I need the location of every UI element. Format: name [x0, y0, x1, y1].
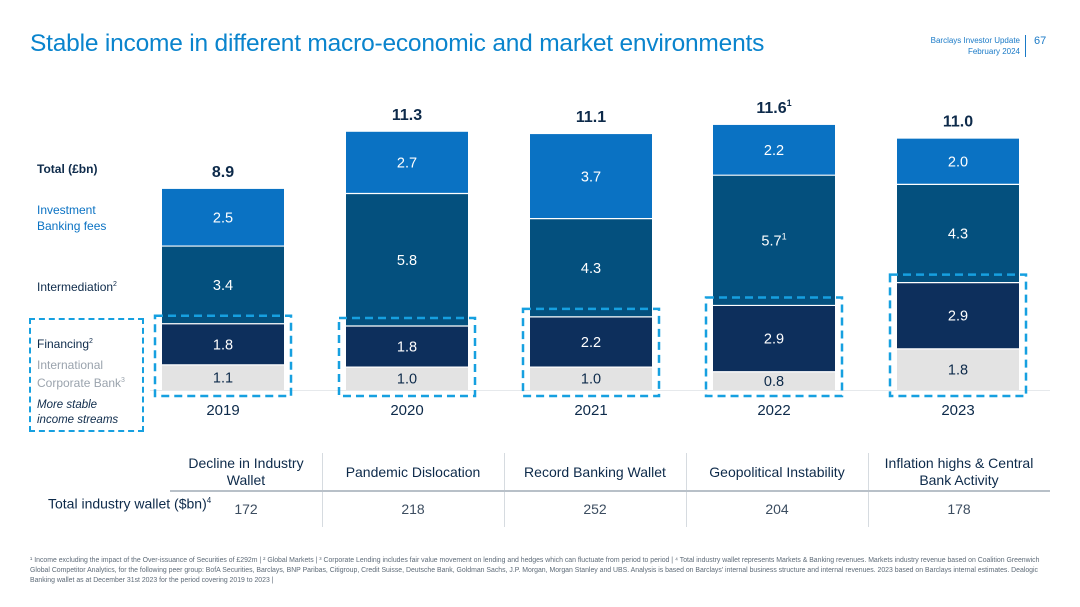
stable-income-legend-box [29, 318, 144, 432]
stable-income-highlight [704, 296, 844, 398]
table-cell: 172 [234, 501, 258, 517]
total-label: 11.1 [576, 109, 606, 126]
bar-segment [530, 134, 652, 219]
table-header: Record Banking Wallet [524, 463, 666, 480]
bar-segment [713, 371, 835, 390]
data-label: 2.2 [581, 335, 601, 351]
table-header: Inflation highs & Central Bank Activity [884, 455, 1034, 488]
tick-label: 2021 [574, 402, 607, 419]
legend-icb: International Corporate Bank3 [37, 357, 137, 391]
data-label: 1.8 [948, 362, 968, 378]
report-info: Barclays Investor Update February 2024 [931, 35, 1020, 57]
data-label: 1.8 [213, 337, 233, 353]
data-label: 1.0 [397, 372, 417, 388]
bar-segment [162, 188, 284, 247]
data-label: 3.4 [213, 278, 233, 294]
data-label: 3.7 [581, 169, 601, 185]
total-label: 11.61 [756, 98, 791, 117]
table-cell: 252 [583, 501, 607, 517]
bar-segment [897, 184, 1019, 283]
legend-investment-banking: Investment Banking fees [37, 203, 107, 233]
legend-intermediation-note: 2 [113, 281, 117, 288]
legend-total: Total (£bn) [37, 162, 98, 176]
table-cell: 218 [401, 501, 425, 517]
table-row-label: Total industry wallet ($bn)4 [48, 492, 211, 513]
tick-label: 2019 [206, 402, 239, 419]
table-cell: 204 [765, 501, 789, 517]
stable-income-highlight [521, 307, 661, 398]
legend-financing: Financing2 [37, 334, 93, 352]
report-date: February 2024 [967, 47, 1020, 56]
header-divider [1025, 35, 1026, 57]
total-label: 11.3 [392, 107, 422, 124]
bar-segment [897, 348, 1019, 390]
data-label: 2.9 [948, 309, 968, 325]
legend-financing-text: Financing [37, 337, 90, 351]
page-number: 67 [1034, 35, 1047, 47]
data-label: 2.0 [948, 155, 968, 171]
stable-income-highlight [153, 314, 293, 398]
legend-financing-note: 2 [89, 338, 93, 345]
table-row-label-note: 4 [206, 496, 212, 505]
legend-icb-text: International Corporate Bank [37, 358, 122, 390]
bar-segment [346, 131, 468, 194]
bar-segment [713, 305, 835, 372]
tick-label: 2020 [390, 402, 423, 419]
table-header: Pandemic Dislocation [345, 463, 481, 480]
bar-segment [162, 323, 284, 365]
data-label: 0.8 [764, 374, 784, 390]
data-label: 4.3 [581, 261, 601, 277]
legend-intermediation-text: Intermediation [37, 280, 114, 294]
tick-label: 2023 [941, 402, 974, 419]
page-title: Stable income in different macro-economi… [30, 30, 765, 57]
data-label-note: 1 [782, 231, 787, 241]
legend-stable-income: More stable income streams [37, 399, 119, 426]
stable-income-highlight [888, 273, 1028, 398]
data-label: 2.9 [764, 332, 784, 348]
footnotes: ¹ Income excluding the impact of the Ove… [30, 557, 1040, 584]
tick-label: 2022 [757, 402, 790, 419]
bar-segment [346, 326, 468, 368]
bar-segment [713, 124, 835, 176]
data-label: 2.7 [397, 156, 417, 172]
total-label-note: 1 [787, 98, 792, 108]
stable-income-highlight [337, 316, 477, 398]
table-header: Geopolitical Instability [709, 463, 845, 480]
table-header: Decline in Industry Wallet [188, 455, 304, 488]
data-label: 1.1 [213, 370, 233, 386]
legend-intermediation: Intermediation2 [37, 277, 117, 295]
bar-segment [897, 282, 1019, 349]
stacked-bar-chart: 1.1 1.8 3.4 2.5 8.9 2019 1.0 1.8 5.8 2.7 11.3 2020 1… [150, 98, 1050, 419]
legend-icb-note: 3 [121, 377, 125, 384]
bar-segment [530, 367, 652, 390]
table-divider [170, 490, 1050, 492]
report-name: Barclays Investor Update [930, 36, 1020, 45]
bar-segment [346, 367, 468, 390]
data-label: 5.8 [397, 253, 417, 269]
bar-segment [346, 193, 468, 327]
total-label: 11.0 [943, 114, 973, 131]
bar-segment [530, 316, 652, 368]
data-label: 1.8 [397, 340, 417, 356]
data-label: 4.3 [948, 226, 968, 242]
bar-segment [897, 138, 1019, 185]
table-cell: 178 [947, 501, 971, 517]
bar-segment [713, 175, 835, 306]
table-row-label-text: Total industry wallet ($bn) [48, 495, 207, 512]
bar-segment [530, 218, 652, 317]
data-label: 2.2 [764, 143, 784, 159]
data-label: 2.5 [213, 210, 233, 226]
bar-segment [162, 364, 284, 390]
bar-segment [162, 246, 284, 324]
data-label: 5.71 [761, 231, 786, 249]
data-label: 1.0 [581, 372, 601, 388]
total-label: 8.9 [212, 164, 234, 181]
